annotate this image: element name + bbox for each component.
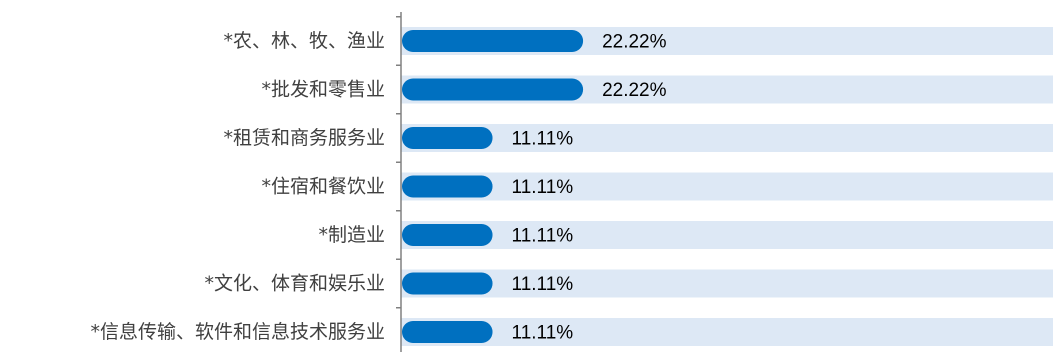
bar — [402, 175, 493, 198]
bar — [402, 272, 493, 295]
value-label: 11.11% — [512, 177, 574, 198]
value-label: 11.11% — [512, 323, 574, 344]
category-label: *文化、体育和娱乐业 — [204, 273, 385, 295]
category-axis — [396, 12, 402, 352]
value-label: 22.22% — [602, 80, 667, 101]
value-label: 22.22% — [602, 32, 667, 53]
category-label: *住宿和餐饮业 — [261, 176, 385, 198]
category-labels: *农、林、牧、渔业 *批发和零售业 *租赁和商务服务业 *住宿和餐饮业 *制造业 *文化、… — [90, 30, 385, 343]
bar-track — [401, 318, 1053, 346]
value-label: 11.11% — [512, 226, 574, 247]
value-label: 11.11% — [512, 129, 574, 150]
category-label: *农、林、牧、渔业 — [223, 30, 385, 52]
bars — [402, 30, 584, 343]
bar-track — [401, 172, 1053, 201]
bar-track — [401, 124, 1053, 152]
bar — [402, 78, 584, 101]
category-label: *租赁和商务服务业 — [223, 127, 385, 149]
category-label: *批发和零售业 — [261, 79, 385, 101]
value-labels: 22.22% 22.22% 11.11% 11.11% 11.11% 11.11% 11.1… — [512, 32, 667, 344]
bar-track — [401, 269, 1053, 298]
bar-tracks — [401, 27, 1053, 346]
category-label: *制造业 — [318, 224, 385, 246]
value-label: 11.11% — [512, 274, 574, 295]
bar — [402, 224, 493, 246]
bar-track — [401, 221, 1053, 249]
bar — [402, 321, 493, 343]
category-label: *信息传输、软件和信息技术服务业 — [90, 321, 385, 343]
bar — [402, 127, 493, 149]
bar — [402, 30, 584, 52]
